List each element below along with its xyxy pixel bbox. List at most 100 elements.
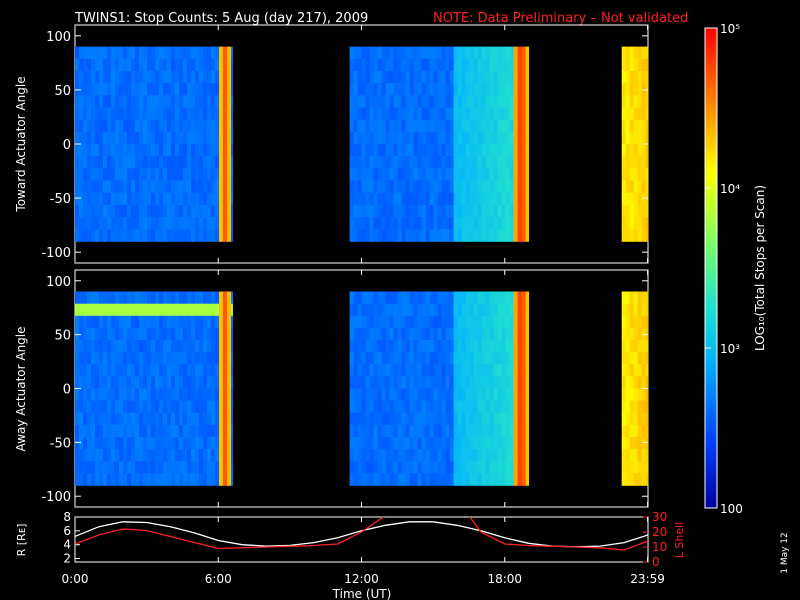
heatmap-cell: [95, 388, 100, 401]
heatmap-cell: [489, 131, 494, 145]
heatmap-cell: [223, 156, 228, 169]
heatmap-cell: [453, 315, 458, 329]
heatmap-cell: [163, 95, 168, 108]
heatmap-cell: [437, 83, 442, 96]
heatmap-cell: [119, 95, 124, 108]
heatmap-cell: [497, 340, 502, 353]
heatmap-cell: [95, 229, 100, 242]
heatmap-cell: [365, 424, 370, 438]
heatmap-cell: [425, 303, 430, 317]
heatmap-cell: [413, 95, 418, 108]
heatmap-cell: [167, 71, 172, 84]
heatmap-cell: [159, 291, 164, 304]
heatmap-cell: [513, 71, 518, 84]
heatmap-cell: [373, 192, 378, 206]
heatmap-cell: [143, 340, 148, 353]
heatmap-cell: [385, 412, 390, 426]
heatmap-cell: [445, 303, 450, 317]
heatmap-cell: [95, 315, 100, 329]
heatmap-cell: [167, 131, 172, 145]
heatmap-cell: [521, 58, 526, 72]
l-shell-line: [75, 517, 648, 551]
heatmap-cell: [131, 473, 136, 486]
heatmap-cell: [497, 71, 502, 84]
heatmap-cell: [509, 204, 514, 218]
heatmap-cell: [489, 424, 494, 438]
heatmap-cell: [231, 303, 233, 317]
heatmap-cell: [405, 119, 410, 133]
heatmap-cell: [151, 303, 156, 317]
heatmap-cell: [429, 315, 434, 329]
heatmap-cell: [147, 364, 152, 377]
heatmap-cell: [469, 131, 474, 145]
heatmap-cell: [461, 376, 466, 389]
heatmap-cell: [207, 364, 212, 377]
heatmap-cell: [449, 46, 454, 60]
heatmap-cell: [401, 192, 406, 206]
heatmap-cell: [349, 400, 354, 414]
heatmap-cell: [171, 119, 176, 133]
heatmap-cell: [231, 473, 233, 486]
heatmap-cell: [457, 412, 462, 426]
heatmap-cell: [417, 180, 422, 194]
heatmap-cell: [107, 71, 112, 84]
heatmap-cell: [405, 131, 410, 145]
heatmap-cell: [167, 156, 172, 169]
heatmap-cell: [223, 46, 228, 60]
heatmap-cell: [365, 376, 370, 389]
heatmap-cell: [135, 131, 140, 145]
heatmap-cell: [111, 156, 116, 169]
heatmap-cell: [449, 473, 454, 486]
heatmap-cell: [485, 449, 490, 462]
heatmap-cell: [485, 204, 490, 218]
heatmap-cell: [409, 424, 414, 438]
heatmap-cell: [223, 315, 228, 329]
heatmap-cell: [377, 46, 382, 60]
heatmap-cell: [645, 168, 649, 181]
heatmap-cell: [231, 217, 233, 230]
heatmap-cell: [505, 131, 510, 145]
heatmap-cell: [147, 131, 152, 145]
heatmap-cell: [441, 388, 446, 401]
heatmap-cell: [357, 437, 362, 450]
heatmap-cell: [629, 327, 635, 341]
heatmap-cell: [421, 192, 426, 206]
heatmap-cell: [223, 352, 228, 365]
heatmap-cell: [405, 461, 410, 474]
heatmap-cell: [625, 71, 631, 84]
heatmap-cell: [493, 71, 498, 84]
heatmap-cell: [91, 291, 96, 304]
heatmap-cell: [457, 46, 462, 60]
heatmap-cell: [461, 449, 466, 462]
heatmap-cell: [505, 376, 510, 389]
heatmap-cell: [641, 461, 647, 474]
heatmap-cell: [87, 119, 92, 133]
heatmap-cell: [485, 364, 490, 377]
heatmap-cell: [123, 71, 128, 84]
heatmap-cell: [489, 192, 494, 206]
heatmap-cell: [159, 180, 164, 194]
heatmap-cell: [357, 180, 362, 194]
heatmap-cell: [91, 156, 96, 169]
heatmap-cell: [147, 180, 152, 194]
heatmap-cell: [381, 156, 386, 169]
heatmap-cell: [409, 388, 414, 401]
heatmap-cell: [199, 180, 204, 194]
heatmap-cell: [175, 315, 180, 329]
heatmap-cell: [187, 180, 192, 194]
heatmap-cell: [417, 107, 422, 121]
heatmap-cell: [135, 424, 140, 438]
heatmap-cell: [353, 340, 358, 353]
heatmap-cell: [481, 71, 486, 84]
heatmap-cell: [377, 412, 382, 426]
heatmap-cell: [505, 364, 510, 377]
heatmap-cell: [641, 144, 647, 157]
heatmap-cell: [489, 168, 494, 181]
heatmap-cell: [625, 107, 631, 121]
heatmap-cell: [99, 327, 104, 341]
heatmap-cell: [167, 168, 172, 181]
heatmap-cell: [139, 461, 144, 474]
heatmap-cell: [381, 83, 386, 96]
heatmap-cell: [377, 315, 382, 329]
heatmap-cell: [175, 83, 180, 96]
